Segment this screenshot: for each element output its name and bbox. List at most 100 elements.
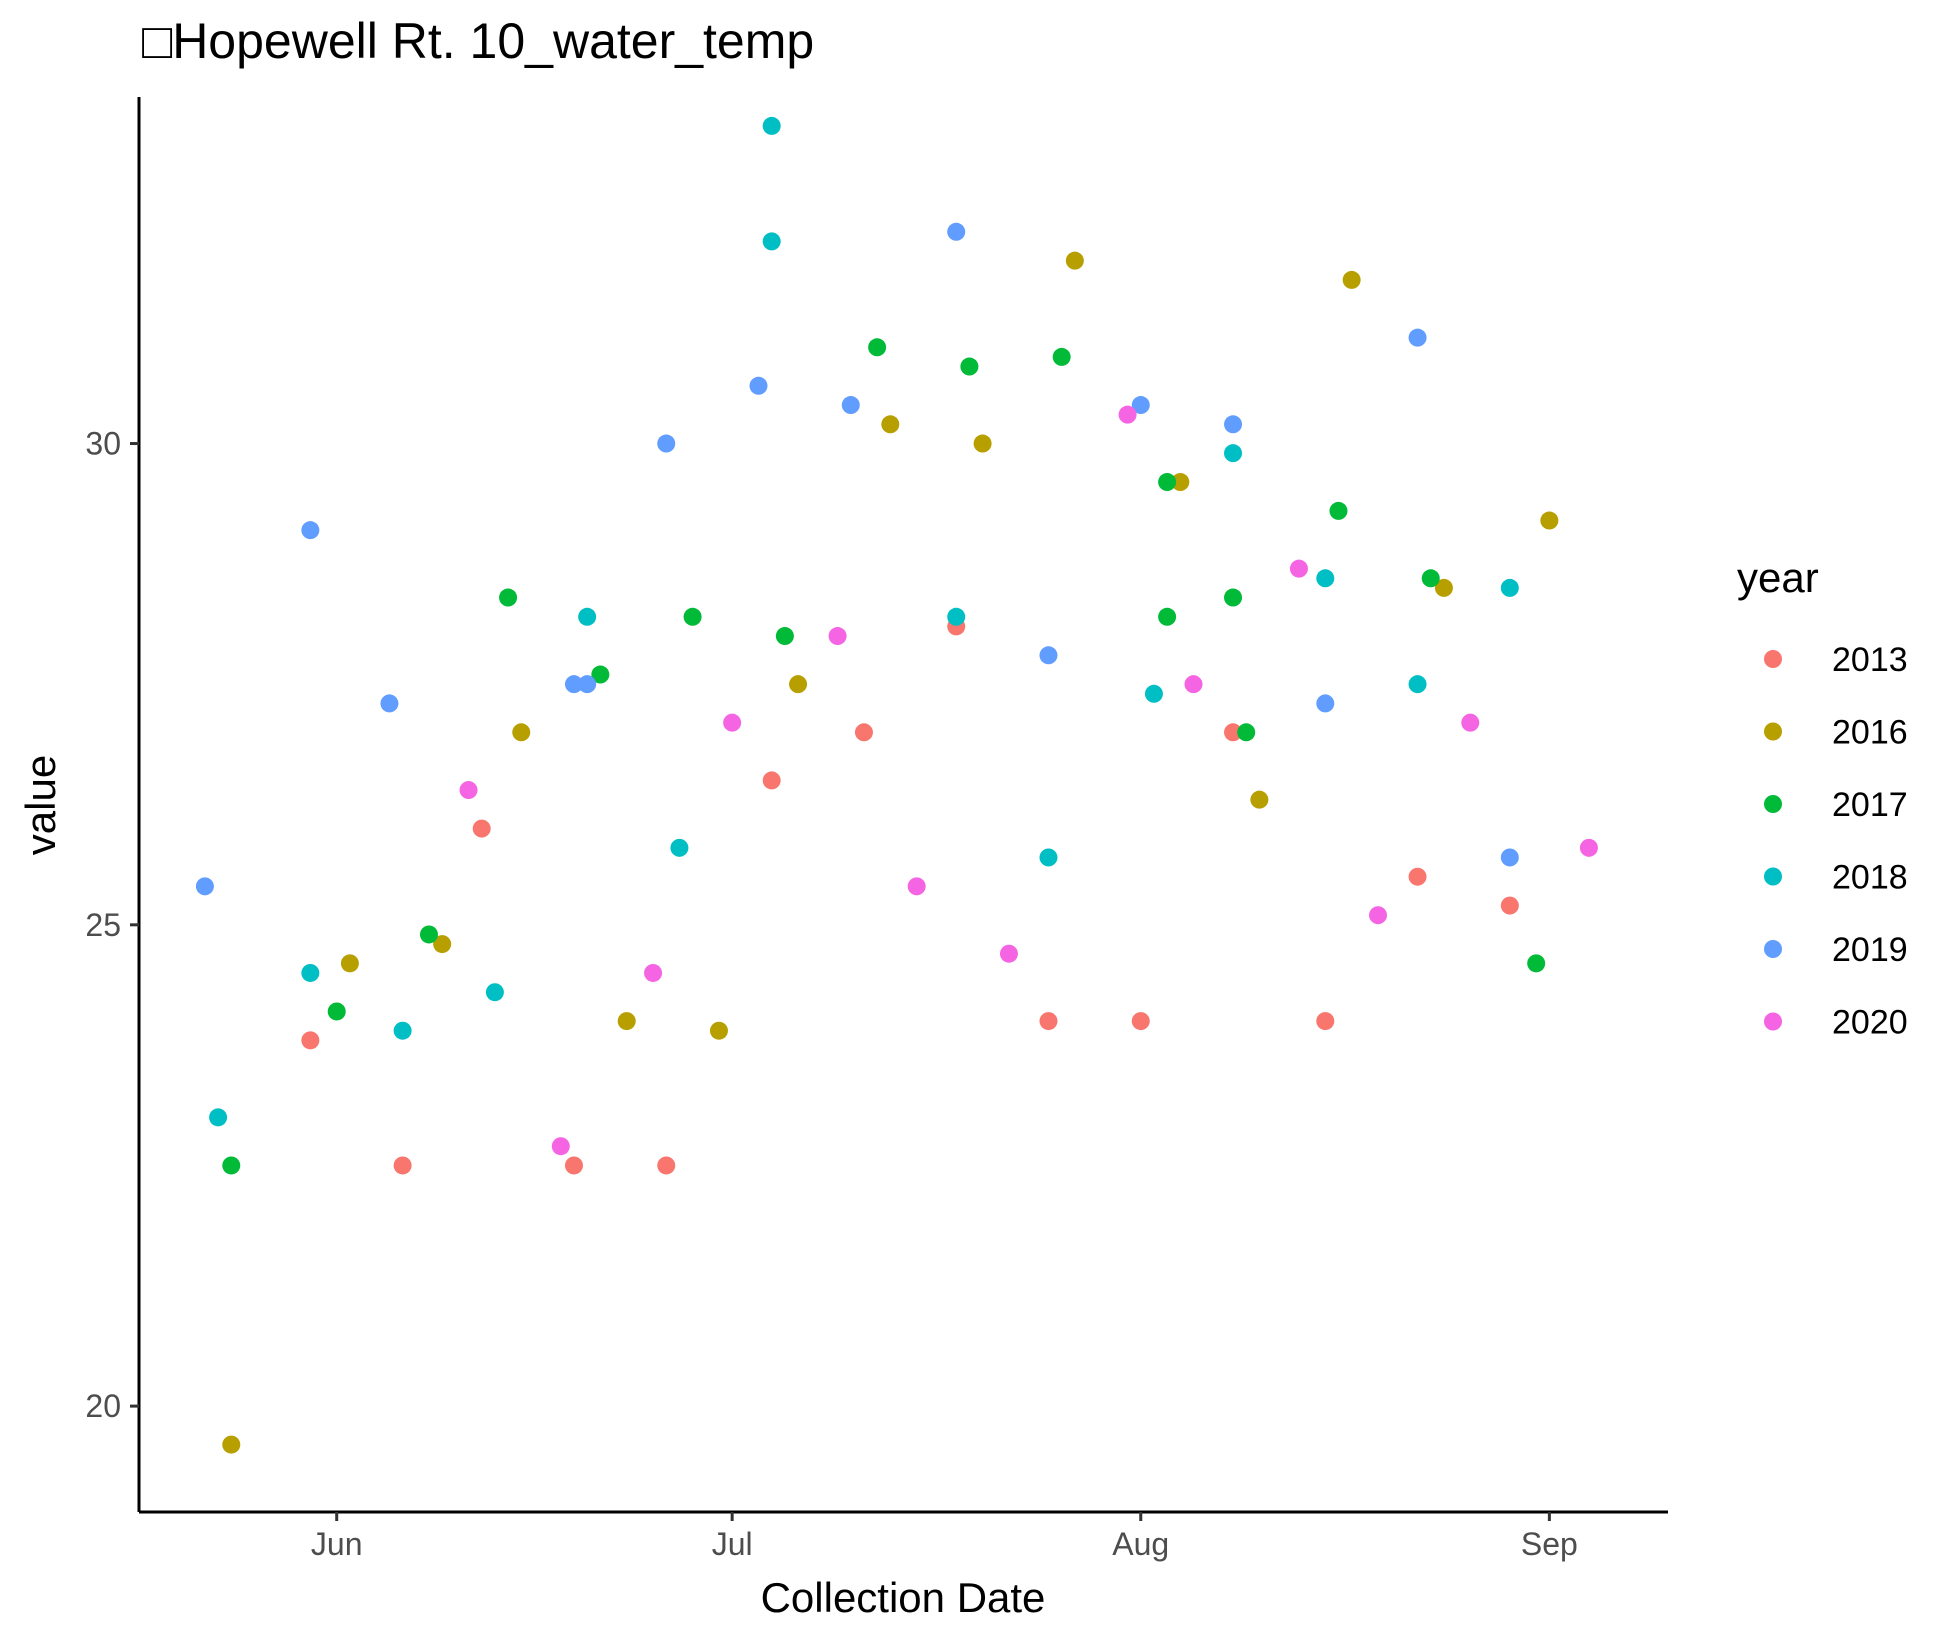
data-point (947, 607, 966, 626)
data-point (617, 1012, 636, 1031)
legend-key (1764, 940, 1782, 958)
legend-key (1764, 867, 1782, 886)
y-axis-ticks: 20 25 30 (85, 426, 139, 1424)
x-axis-ticks: Jun Jul Aug Sep (311, 1512, 1578, 1562)
data-point (657, 1156, 676, 1175)
data-point (709, 1021, 728, 1040)
x-axis-title: Collection Date (761, 1574, 1046, 1621)
data-point (301, 963, 320, 982)
data-point (854, 723, 873, 742)
data-point (472, 819, 491, 838)
data-points (195, 116, 1598, 1454)
data-point (564, 675, 583, 694)
data-point (1527, 954, 1546, 973)
data-point (1065, 251, 1084, 270)
legend-label: 2013 (1832, 641, 1908, 679)
data-point (512, 723, 531, 742)
data-point (1184, 675, 1203, 694)
data-point (1408, 328, 1427, 347)
chart-title: □Hopewell Rt. 10_water_temp (142, 13, 814, 69)
data-point (1369, 906, 1388, 925)
legend-key (1764, 1012, 1782, 1031)
data-point (1224, 723, 1243, 742)
data-point (222, 1435, 241, 1454)
data-point (723, 713, 742, 732)
data-point (973, 434, 992, 453)
data-point (1039, 646, 1058, 665)
data-point (907, 877, 926, 896)
data-point (1237, 723, 1256, 742)
data-point (1289, 559, 1308, 578)
data-point (564, 1156, 583, 1175)
data-point (380, 694, 399, 713)
data-point (1118, 405, 1137, 424)
data-point (1052, 347, 1071, 366)
data-point (1250, 790, 1269, 809)
legend-label: 2020 (1832, 1004, 1908, 1042)
data-point (301, 1031, 320, 1050)
data-point (762, 116, 781, 135)
data-point (393, 1021, 412, 1040)
data-point (881, 415, 900, 434)
data-point (1316, 1012, 1335, 1031)
legend-title: year (1737, 554, 1819, 601)
legend-label: 2019 (1832, 931, 1908, 969)
data-point (1461, 713, 1480, 732)
legend-key (1764, 795, 1782, 813)
data-point (419, 925, 438, 944)
legend-label: 2017 (1832, 786, 1908, 824)
data-point (1342, 270, 1361, 289)
data-point (1224, 588, 1243, 607)
data-point (1171, 473, 1190, 492)
data-point (578, 675, 597, 694)
data-point (1408, 675, 1427, 694)
data-point (683, 607, 702, 626)
x-tick-label: Aug (1112, 1526, 1169, 1562)
data-point (1144, 684, 1163, 703)
data-point (1500, 848, 1519, 867)
data-point (433, 935, 452, 954)
data-point (1540, 511, 1559, 530)
data-point (670, 838, 689, 857)
y-tick-label: 25 (85, 907, 121, 943)
legend-key (1764, 650, 1782, 668)
data-point (327, 1002, 346, 1021)
data-point (1158, 473, 1177, 492)
legend-label: 2016 (1832, 714, 1908, 752)
data-point (459, 781, 478, 800)
legend-items: 2013 2016 2017 2018 2019 2020 (1764, 641, 1908, 1042)
x-tick-label: Jun (311, 1526, 363, 1562)
legend-key (1764, 722, 1782, 741)
data-point (1131, 1012, 1150, 1031)
data-point (551, 1137, 570, 1156)
data-point (762, 232, 781, 251)
data-point (1500, 578, 1519, 597)
data-point (1316, 694, 1335, 713)
y-tick-label: 20 (85, 1388, 121, 1424)
data-point (1408, 867, 1427, 886)
data-point (960, 357, 979, 376)
data-point (828, 627, 847, 646)
data-point (1039, 848, 1058, 867)
data-point (1500, 896, 1519, 915)
data-point (644, 963, 663, 982)
data-point (578, 607, 597, 626)
data-point (1316, 569, 1335, 588)
y-tick-label: 30 (85, 426, 121, 462)
data-point (657, 434, 676, 453)
data-point (393, 1156, 412, 1175)
data-point (789, 675, 808, 694)
data-point (868, 338, 887, 357)
legend-label: 2018 (1832, 859, 1908, 897)
data-point (749, 376, 768, 395)
data-point (762, 771, 781, 790)
data-point (209, 1108, 228, 1127)
data-point (1421, 569, 1440, 588)
data-point (1131, 396, 1150, 415)
data-point (591, 665, 610, 684)
y-axis-title: value (17, 755, 64, 855)
data-point (947, 222, 966, 241)
x-tick-label: Jul (712, 1526, 753, 1562)
data-point (1158, 607, 1177, 626)
